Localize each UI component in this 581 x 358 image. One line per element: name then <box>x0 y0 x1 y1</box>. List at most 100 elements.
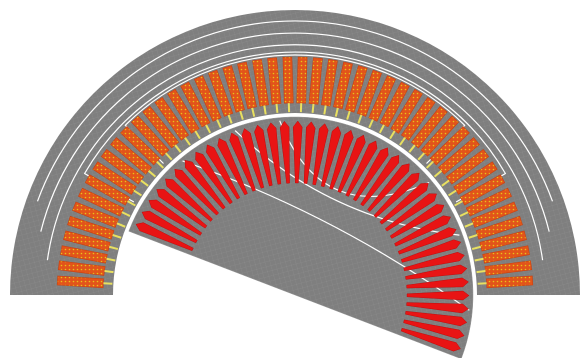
slot-opening <box>476 270 486 274</box>
stator-slot <box>110 137 152 175</box>
rotor-bar <box>403 319 465 339</box>
rotor-bar <box>241 128 265 189</box>
rotor-bar <box>389 204 445 239</box>
slot-opening <box>112 234 122 239</box>
stator-slot <box>459 174 506 206</box>
rotor-bar <box>156 189 208 229</box>
rotor-bar <box>367 163 410 212</box>
stator-slot <box>429 126 470 166</box>
stator-slot <box>410 105 448 149</box>
slot-opening <box>227 114 233 124</box>
flux-line <box>36 20 554 202</box>
rotor-bar <box>329 129 354 190</box>
slot-opening <box>426 160 434 169</box>
stator-slot <box>194 75 222 122</box>
slot-opening <box>174 144 182 153</box>
slot-opening <box>140 179 149 187</box>
slot-opening <box>147 170 157 178</box>
stator-slot <box>333 61 353 110</box>
rotor-bar <box>379 182 429 225</box>
stator-slot <box>237 61 257 110</box>
rotor-bar <box>135 222 194 252</box>
rotor-bar <box>406 290 470 301</box>
rotor-bar <box>184 159 226 210</box>
stator-slot <box>368 75 396 122</box>
rotor-bar <box>266 122 282 185</box>
rotor-bar <box>141 210 198 244</box>
stator-slot <box>479 230 527 252</box>
flux-line <box>83 51 507 203</box>
rotor-bar <box>165 178 213 222</box>
stator-slot <box>120 126 161 166</box>
slot-opening <box>389 130 396 140</box>
rotor-bar <box>345 140 378 197</box>
rotor-bar <box>394 215 451 247</box>
stator-slot <box>308 57 323 105</box>
rotor-bar <box>292 120 303 184</box>
rotor-bar <box>400 239 462 263</box>
stator-slot <box>465 187 513 217</box>
stator-slot <box>296 56 308 104</box>
rotor-bar <box>217 138 248 196</box>
stator-slot <box>438 137 480 175</box>
stator-slot <box>77 187 125 217</box>
stator-slot <box>167 88 200 134</box>
stator-slot <box>420 115 460 157</box>
stator-slot <box>60 245 108 264</box>
rotor-bar <box>174 168 219 216</box>
rotor-bar <box>400 327 461 352</box>
slot-opening <box>251 107 256 117</box>
slot-opening <box>239 110 244 120</box>
rotor-bar <box>403 251 465 272</box>
flux-line <box>124 54 466 164</box>
slot-opening <box>108 245 119 250</box>
slot-opening <box>216 119 222 129</box>
slot-opening <box>106 257 116 262</box>
stator-slot <box>379 81 410 128</box>
slot-opening <box>357 114 363 124</box>
stator-slot <box>222 65 245 113</box>
rotor-bar <box>254 124 273 187</box>
slot-opening <box>104 270 114 274</box>
stator-slot <box>445 148 490 185</box>
stator-slot <box>92 161 137 195</box>
slot-opening <box>116 222 126 228</box>
stator-slot <box>180 81 211 128</box>
stator-slot <box>130 115 170 157</box>
rotor-bar <box>148 199 203 236</box>
slot-opening <box>433 170 443 178</box>
slot-opening <box>133 189 142 197</box>
stator-slot <box>471 201 518 228</box>
stator-slot <box>56 275 104 289</box>
slot-opening <box>205 124 212 134</box>
slot-opening <box>121 211 131 217</box>
rotor-bar <box>337 134 366 193</box>
slot-opening <box>468 234 478 239</box>
rotor-bar <box>279 120 290 184</box>
slot-opening <box>471 245 482 250</box>
rotor-bar <box>405 264 468 280</box>
stator-slot <box>282 56 294 104</box>
rotor-bar <box>406 277 469 289</box>
slot-opening <box>448 189 457 197</box>
slot-opening <box>477 282 487 285</box>
slot-opening <box>334 107 339 117</box>
stator-slot <box>390 88 423 134</box>
rotor-bar <box>397 227 457 255</box>
slot-opening <box>194 130 201 140</box>
slot-opening <box>368 119 374 129</box>
slot-opening <box>263 105 267 115</box>
slot-opening <box>165 152 173 161</box>
rotor-bar <box>206 144 241 200</box>
slot-opening <box>299 103 303 113</box>
slot-opening <box>464 222 474 228</box>
slot-opening <box>441 179 450 187</box>
stator-slot <box>142 105 180 149</box>
slot-opening <box>474 257 484 262</box>
stator-slot <box>484 260 533 276</box>
slot-opening <box>323 105 327 115</box>
stator-slot <box>345 65 368 113</box>
parts <box>36 20 554 358</box>
slot-opening <box>408 144 416 153</box>
